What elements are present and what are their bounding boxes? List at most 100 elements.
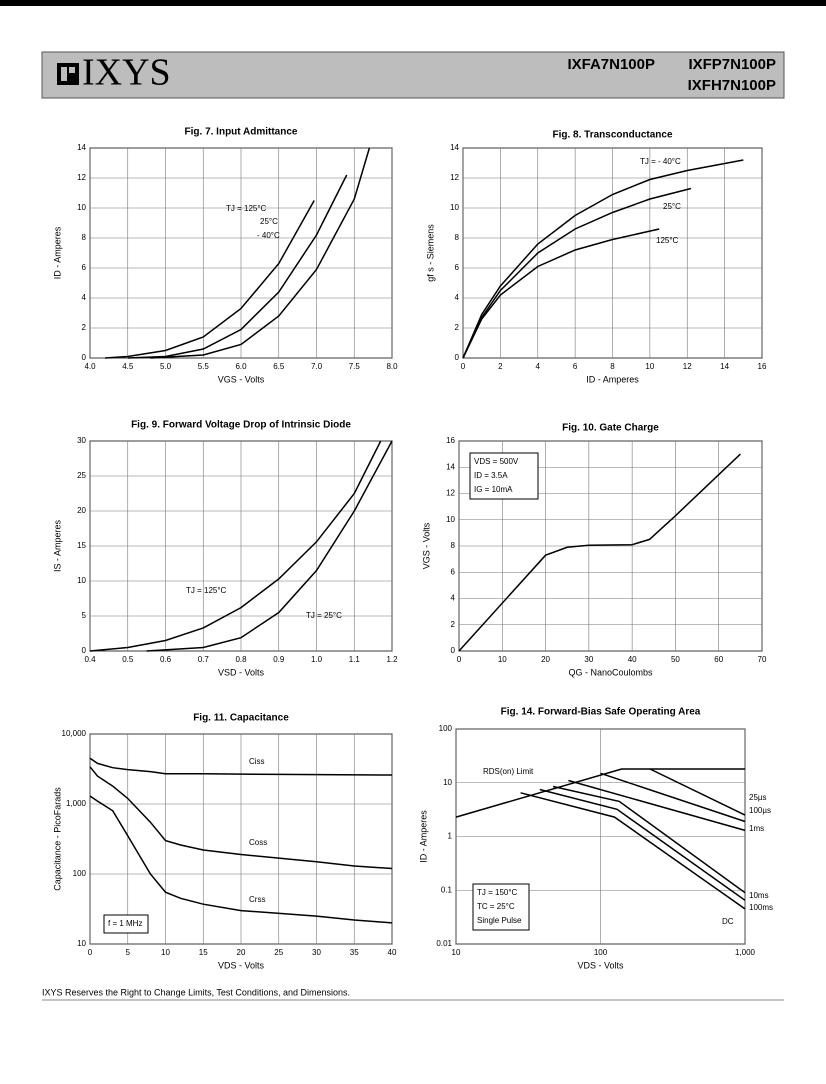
x-axis-label: VGS - Volts — [218, 374, 265, 384]
y-tick-label: 0.01 — [436, 939, 452, 948]
y-tick-label: 16 — [446, 436, 455, 445]
x-tick-label: 6 — [573, 362, 578, 371]
x-tick-label: 15 — [199, 948, 208, 957]
x-tick-label: 30 — [584, 655, 593, 664]
x-tick-label: 1.1 — [349, 655, 361, 664]
series-line — [105, 200, 315, 359]
logo-icon — [57, 63, 79, 85]
y-tick-label: 12 — [77, 173, 86, 182]
x-tick-label: 40 — [388, 948, 397, 957]
y-tick-label: 100 — [73, 869, 87, 878]
series-line — [146, 440, 393, 652]
series-line — [568, 779, 746, 832]
x-tick-label: 6.5 — [273, 362, 285, 371]
y-tick-label: 14 — [446, 462, 455, 471]
y-tick-label: 10 — [77, 939, 86, 948]
series-label: Crss — [249, 895, 265, 904]
x-tick-label: 5.5 — [198, 362, 210, 371]
series-label: 100ms — [749, 903, 773, 912]
x-tick-label: 1,000 — [735, 948, 756, 957]
x-tick-label: 4 — [536, 362, 541, 371]
x-tick-label: 35 — [350, 948, 359, 957]
y-tick-label: 10,000 — [62, 729, 87, 738]
y-tick-label: 6 — [451, 567, 456, 576]
x-tick-label: 50 — [671, 655, 680, 664]
y-axis-label: ID - Amperes — [418, 810, 428, 863]
x-tick-label: 16 — [758, 362, 767, 371]
series-label: RDS(on) Limit — [483, 767, 534, 776]
x-tick-label: 8.0 — [386, 362, 398, 371]
y-tick-label: 6 — [455, 263, 460, 272]
y-tick-label: 1,000 — [66, 799, 87, 808]
y-tick-label: 8 — [82, 233, 87, 242]
series-line — [600, 772, 746, 823]
x-tick-label: 10 — [161, 948, 170, 957]
x-tick-label: 10 — [452, 948, 461, 957]
chart-title: Fig. 8. Transconductance — [552, 130, 672, 141]
series-line — [462, 228, 660, 359]
y-axis-label: IS - Amperes — [52, 519, 62, 572]
x-tick-label: 25 — [274, 948, 283, 957]
y-axis-label: VGS - Volts — [421, 522, 431, 569]
note-text: Single Pulse — [477, 916, 522, 925]
series-line — [89, 766, 393, 870]
series-line — [89, 440, 382, 652]
note-box — [472, 883, 530, 931]
x-tick-label: 7.5 — [349, 362, 361, 371]
x-tick-label: 0.6 — [160, 655, 172, 664]
x-tick-label: 0 — [461, 362, 466, 371]
y-tick-label: 10 — [450, 203, 459, 212]
x-tick-label: 4.0 — [84, 362, 96, 371]
note-box — [103, 914, 149, 934]
y-tick-label: 30 — [77, 436, 86, 445]
series-line — [539, 788, 746, 901]
series-label: TJ = - 40°C — [640, 157, 681, 166]
x-tick-label: 0.5 — [122, 655, 134, 664]
y-tick-label: 10 — [446, 515, 455, 524]
y-tick-label: 20 — [77, 506, 86, 515]
y-tick-label: 100 — [439, 724, 453, 733]
series-label: 25°C — [260, 217, 278, 226]
y-tick-label: 1 — [448, 832, 453, 841]
y-tick-label: 0 — [82, 646, 87, 655]
y-tick-label: 0.1 — [441, 885, 453, 894]
x-axis-label: QG - NanoCoulombs — [568, 667, 653, 677]
x-tick-label: 0.8 — [235, 655, 247, 664]
x-tick-label: 0 — [88, 948, 93, 957]
x-tick-label: 1.2 — [386, 655, 398, 664]
series-label: TJ = 25°C — [306, 611, 342, 620]
note-text: IG = 10mA — [474, 485, 513, 494]
note-box — [469, 452, 539, 500]
series-line — [462, 159, 744, 359]
series-line — [458, 453, 741, 652]
x-tick-label: 40 — [628, 655, 637, 664]
y-tick-label: 2 — [82, 323, 87, 332]
part-number: IXFP7N100P — [688, 56, 776, 73]
x-tick-label: 10 — [498, 655, 507, 664]
x-axis-label: ID - Amperes — [586, 374, 639, 384]
y-tick-label: 4 — [82, 293, 87, 302]
series-line — [552, 785, 746, 894]
series-line — [455, 768, 745, 818]
note-text: TJ = 150°C — [477, 888, 518, 897]
x-tick-label: 2 — [498, 362, 503, 371]
x-tick-label: 10 — [645, 362, 654, 371]
part-number: IXFA7N100P — [567, 56, 655, 73]
y-tick-label: 0 — [451, 646, 456, 655]
series-line — [89, 757, 393, 776]
x-tick-label: 20 — [237, 948, 246, 957]
series-label: TJ = 125°C — [226, 204, 267, 213]
series-line — [89, 795, 393, 924]
header-band — [41, 51, 785, 99]
note-text: VDS = 500V — [474, 457, 519, 466]
series-label: 1ms — [749, 824, 764, 833]
y-axis-label: Capacitance - PicoFarads — [52, 787, 62, 891]
y-tick-label: 14 — [77, 143, 86, 152]
x-tick-label: 7.0 — [311, 362, 323, 371]
chart-title: Fig. 7. Input Admittance — [185, 127, 298, 138]
note-text: ID = 3.5A — [474, 471, 508, 480]
x-tick-label: 6.0 — [235, 362, 247, 371]
series-label: DC — [722, 917, 734, 926]
y-tick-label: 14 — [450, 143, 459, 152]
